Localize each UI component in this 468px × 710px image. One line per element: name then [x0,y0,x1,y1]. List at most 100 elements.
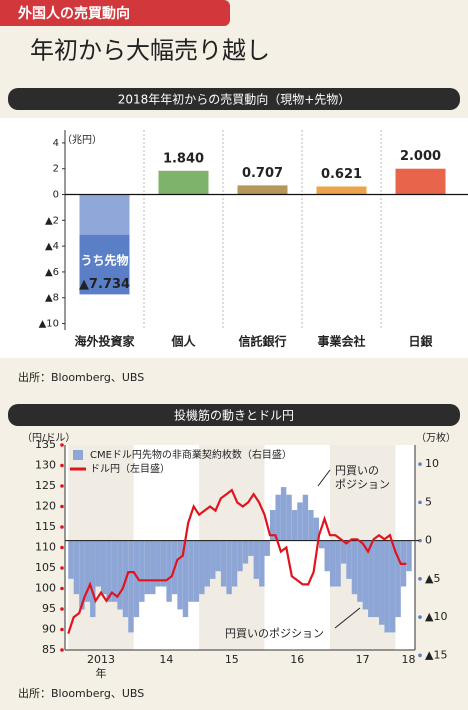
position-bar [275,494,281,541]
x-tick-label: 個人 [170,334,196,349]
y-tick-label: ▲10 [39,319,59,330]
tick [60,443,64,447]
x-unit: 年 [95,666,106,680]
tick [418,653,422,658]
position-bar [73,540,80,595]
y2-tick-label: ▲15 [425,648,447,661]
position-bar [182,540,189,618]
value-label: 2.000 [400,149,441,164]
position-bar [144,540,151,595]
position-bar [242,540,249,564]
position-bar [368,540,374,618]
bar [237,185,288,195]
tick [60,648,64,652]
section-title: 2018年年初からの売買動向（現物+先物） [118,92,351,107]
position-bar [395,540,401,618]
tick [60,586,64,591]
position-bar [291,510,298,541]
tick [418,577,422,581]
position-bar [340,540,347,564]
tag-box [0,0,230,26]
bar [158,170,209,195]
section-bar [8,404,460,426]
position-bar [215,540,221,572]
position-bar [384,540,390,633]
position-bar [79,540,85,610]
y-tick-label: 2 [53,164,59,175]
y-tick-label: 130 [35,459,56,472]
tick [60,566,64,570]
tick [418,462,422,466]
position-bar [335,540,341,587]
y-tick-label: 120 [35,500,56,513]
position-bar [210,540,216,579]
position-bar [357,540,363,602]
tick [418,615,422,619]
position-bar [95,540,101,587]
position-bar [329,540,336,587]
y-tick-label: ▲4 [45,241,59,252]
y-tick-label: 0 [53,190,59,201]
position-bar [319,540,325,549]
position-bar [160,540,167,587]
position-bar [286,494,292,541]
y-tick-label: 4 [53,138,59,149]
arrow [334,607,361,629]
y-tick-label: 90 [42,623,56,636]
position-bar [253,540,260,579]
position-bar [280,487,287,541]
yen-line [67,488,407,634]
position-bar [106,540,112,602]
arrow [317,469,331,487]
unit: （兆円） [62,134,102,146]
futures-segment [79,234,130,295]
position-bar [84,540,91,602]
y2-tick-label: 5 [425,495,432,508]
position-bar [389,540,396,633]
x-tick-label: 信託銀行 [238,334,286,349]
tick [60,627,64,632]
position-bar [128,540,134,633]
plot-bg [0,118,468,358]
value-label: 1.840 [163,151,204,166]
position-bar [100,540,107,595]
position-bar [166,540,172,602]
value-label: 0.621 [321,167,362,182]
position-bar [308,510,314,541]
annotation: 円買いのポジション [225,627,324,640]
position-bar [231,540,238,587]
position-bar [204,540,210,587]
x-tick-label: 14 [159,653,173,666]
tick [418,500,422,505]
title: 年初から大幅売り越し [30,37,270,65]
position-bar [188,540,194,602]
y-label: （円/ドル） [22,432,75,444]
tag: 外国人の売買動向 [18,5,130,22]
section-title: 投機筋の動きとドル円 [174,408,294,423]
position-bar [90,540,96,618]
x-tick-label: 日銀 [408,334,432,349]
position-bar [139,540,145,602]
source: 出所：Bloomberg、UBS [18,370,144,384]
position-bar [226,540,232,595]
position-bar [237,540,243,572]
x-tick-label: 18 [401,653,415,666]
source: 出所：Bloomberg、UBS [18,686,144,700]
y-tick-label: ▲2 [45,215,59,226]
section-bar [8,88,460,110]
tick [60,545,64,550]
position-bar [177,540,183,610]
value-label: 0.707 [242,166,283,181]
annotation: 円買いの [335,464,379,477]
position-bar [379,540,385,625]
position-bar [133,540,140,618]
position-bar [117,540,123,610]
y2-tick-label: 10 [425,457,439,470]
y-tick-label: 115 [35,520,56,533]
value-label: ▲7.734 [79,277,130,292]
tick [60,504,64,509]
bar [316,186,367,195]
legend-swatch [73,450,83,460]
position-bar [351,540,358,595]
